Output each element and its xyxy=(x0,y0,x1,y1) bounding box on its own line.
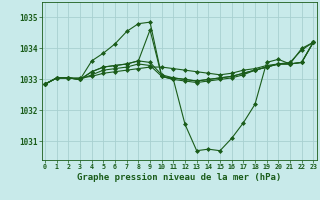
X-axis label: Graphe pression niveau de la mer (hPa): Graphe pression niveau de la mer (hPa) xyxy=(77,173,281,182)
